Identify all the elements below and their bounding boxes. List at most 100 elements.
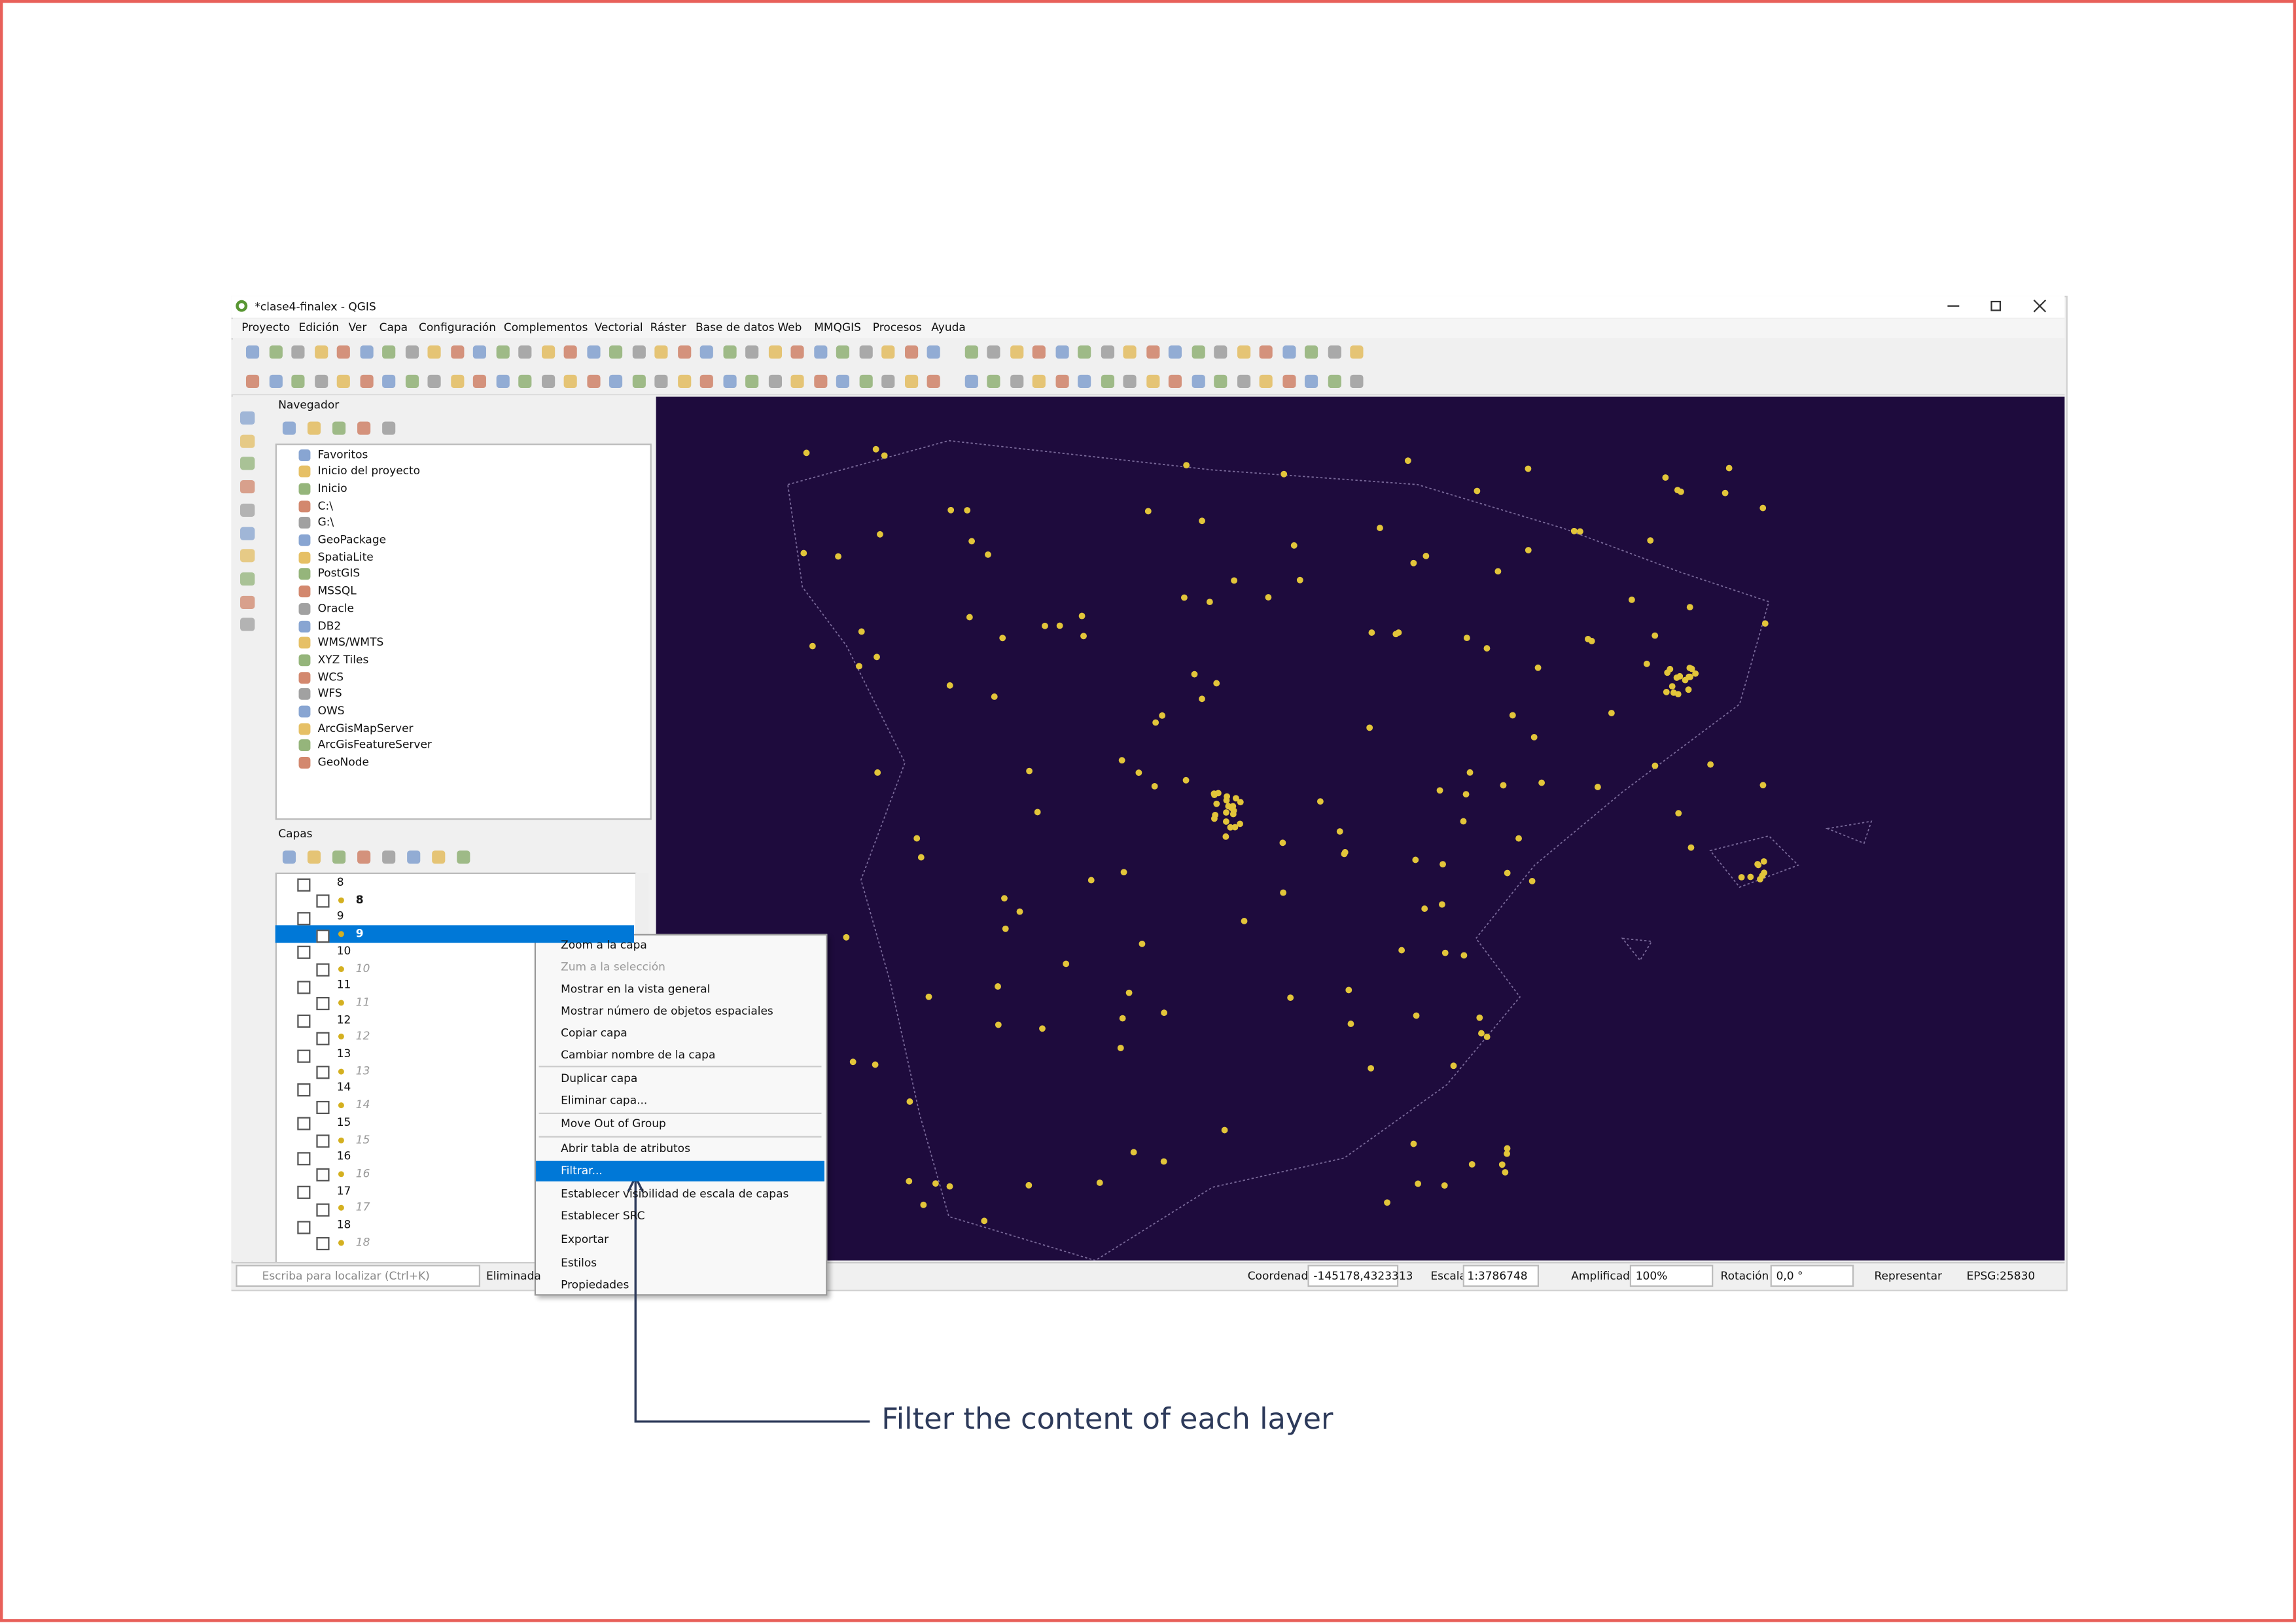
toolbar-button[interactable] <box>964 374 978 389</box>
locator-box[interactable] <box>236 1265 481 1287</box>
map-point[interactable] <box>917 854 925 861</box>
toolbar-button[interactable] <box>518 345 532 359</box>
checkbox[interactable] <box>297 1083 311 1096</box>
nav-item[interactable]: WFS <box>317 687 342 701</box>
layer-label[interactable]: 11 <box>355 995 370 1009</box>
map-point[interactable] <box>1670 689 1677 696</box>
map-point[interactable] <box>1199 517 1205 525</box>
map-point[interactable] <box>1368 629 1375 637</box>
tool-button[interactable] <box>240 480 255 494</box>
map-point[interactable] <box>1460 952 1468 959</box>
map-point[interactable] <box>1525 465 1532 472</box>
map-point[interactable] <box>1206 599 1213 606</box>
map-point[interactable] <box>809 642 816 650</box>
map-point[interactable] <box>1686 604 1693 611</box>
map-point[interactable] <box>856 663 862 670</box>
map-point[interactable] <box>1463 635 1470 642</box>
map-point[interactable] <box>964 507 971 514</box>
toolbar-button[interactable] <box>813 345 827 359</box>
toolbar-button[interactable] <box>495 345 509 359</box>
map-point[interactable] <box>1570 527 1578 534</box>
toolbar-button[interactable] <box>858 345 872 359</box>
map-point[interactable] <box>1042 622 1048 629</box>
map-point[interactable] <box>1096 1179 1103 1186</box>
checkbox[interactable] <box>297 1151 311 1165</box>
map-point[interactable] <box>1231 824 1239 831</box>
toolbar-button[interactable] <box>631 345 645 359</box>
map-point[interactable] <box>835 553 841 560</box>
map-point[interactable] <box>1159 712 1166 719</box>
map-point[interactable] <box>1757 876 1763 882</box>
map-point[interactable] <box>1722 489 1729 497</box>
toolbar-button[interactable] <box>881 374 895 389</box>
map-point[interactable] <box>1280 470 1288 478</box>
toolbar-button[interactable] <box>404 345 418 359</box>
toolbar-button[interactable] <box>987 345 1000 359</box>
context-menu-item[interactable]: Mostrar en la vista general <box>561 982 711 996</box>
map-point[interactable] <box>925 993 932 1000</box>
map-point[interactable] <box>1180 594 1188 601</box>
toolbar-button[interactable] <box>768 345 781 359</box>
panel-button[interactable] <box>382 421 396 435</box>
toolbar-button[interactable] <box>722 374 736 389</box>
toolbar-button[interactable] <box>1146 345 1159 359</box>
menu-item[interactable]: Procesos <box>872 321 922 334</box>
toolbar-button[interactable] <box>1146 374 1159 389</box>
toolbar-button[interactable] <box>359 345 373 359</box>
map-point[interactable] <box>1223 818 1229 825</box>
checkbox[interactable] <box>316 963 330 977</box>
toolbar-button[interactable] <box>382 345 396 359</box>
checkbox[interactable] <box>316 929 330 943</box>
map-point[interactable] <box>1494 568 1502 575</box>
map-point[interactable] <box>1026 767 1033 775</box>
map-point[interactable] <box>1160 1158 1167 1165</box>
map-point[interactable] <box>906 1178 913 1185</box>
map-point[interactable] <box>872 1061 879 1068</box>
toolbar-button[interactable] <box>654 345 668 359</box>
checkbox[interactable] <box>297 911 311 926</box>
checkbox[interactable] <box>316 1203 330 1217</box>
group-label[interactable]: 14 <box>336 1081 351 1094</box>
menu-item[interactable]: Ráster <box>650 321 686 334</box>
layer-label[interactable]: 17 <box>355 1200 370 1214</box>
map-point[interactable] <box>1755 862 1762 869</box>
map-point[interactable] <box>1515 835 1522 842</box>
map-point[interactable] <box>1199 695 1205 703</box>
map-point[interactable] <box>1504 1145 1511 1152</box>
map-point[interactable] <box>1118 757 1125 764</box>
map-point[interactable] <box>946 682 953 689</box>
toolbar-button[interactable] <box>677 374 691 389</box>
menu-item[interactable]: Ayuda <box>931 321 966 334</box>
context-menu-item[interactable]: Move Out of Group <box>561 1117 666 1130</box>
toolbar-button[interactable] <box>1214 374 1227 389</box>
toolbar-button[interactable] <box>745 345 759 359</box>
map-point[interactable] <box>1500 782 1507 789</box>
toolbar-button[interactable] <box>245 374 260 389</box>
map-point[interactable] <box>1280 889 1287 896</box>
toolbar-button[interactable] <box>1078 374 1091 389</box>
toolbar-button[interactable] <box>964 345 978 359</box>
toolbar-button[interactable] <box>631 374 645 389</box>
map-point[interactable] <box>1063 960 1070 968</box>
toolbar-button[interactable] <box>518 374 532 389</box>
toolbar-button[interactable] <box>790 345 804 359</box>
nav-item[interactable]: XYZ Tiles <box>317 652 369 666</box>
map-point[interactable] <box>1341 848 1349 856</box>
map-point[interactable] <box>1413 1012 1420 1019</box>
rotation-value[interactable]: 0,0 ° <box>1776 1268 1803 1282</box>
map-point[interactable] <box>1662 474 1669 481</box>
map-point[interactable] <box>995 983 1001 990</box>
toolbar-button[interactable] <box>1304 345 1318 359</box>
checkbox[interactable] <box>316 997 330 1011</box>
map-point[interactable] <box>1237 799 1244 806</box>
map-point[interactable] <box>1441 1182 1448 1189</box>
checkbox[interactable] <box>297 1015 311 1028</box>
map-point[interactable] <box>1002 925 1009 932</box>
map-point[interactable] <box>1647 537 1654 544</box>
map-point[interactable] <box>1213 800 1220 807</box>
group-label[interactable]: 12 <box>336 1012 351 1026</box>
map-point[interactable] <box>1161 1009 1168 1017</box>
toolbar-button[interactable] <box>563 345 577 359</box>
tool-button[interactable] <box>240 572 255 585</box>
group-label[interactable]: 16 <box>336 1149 351 1163</box>
